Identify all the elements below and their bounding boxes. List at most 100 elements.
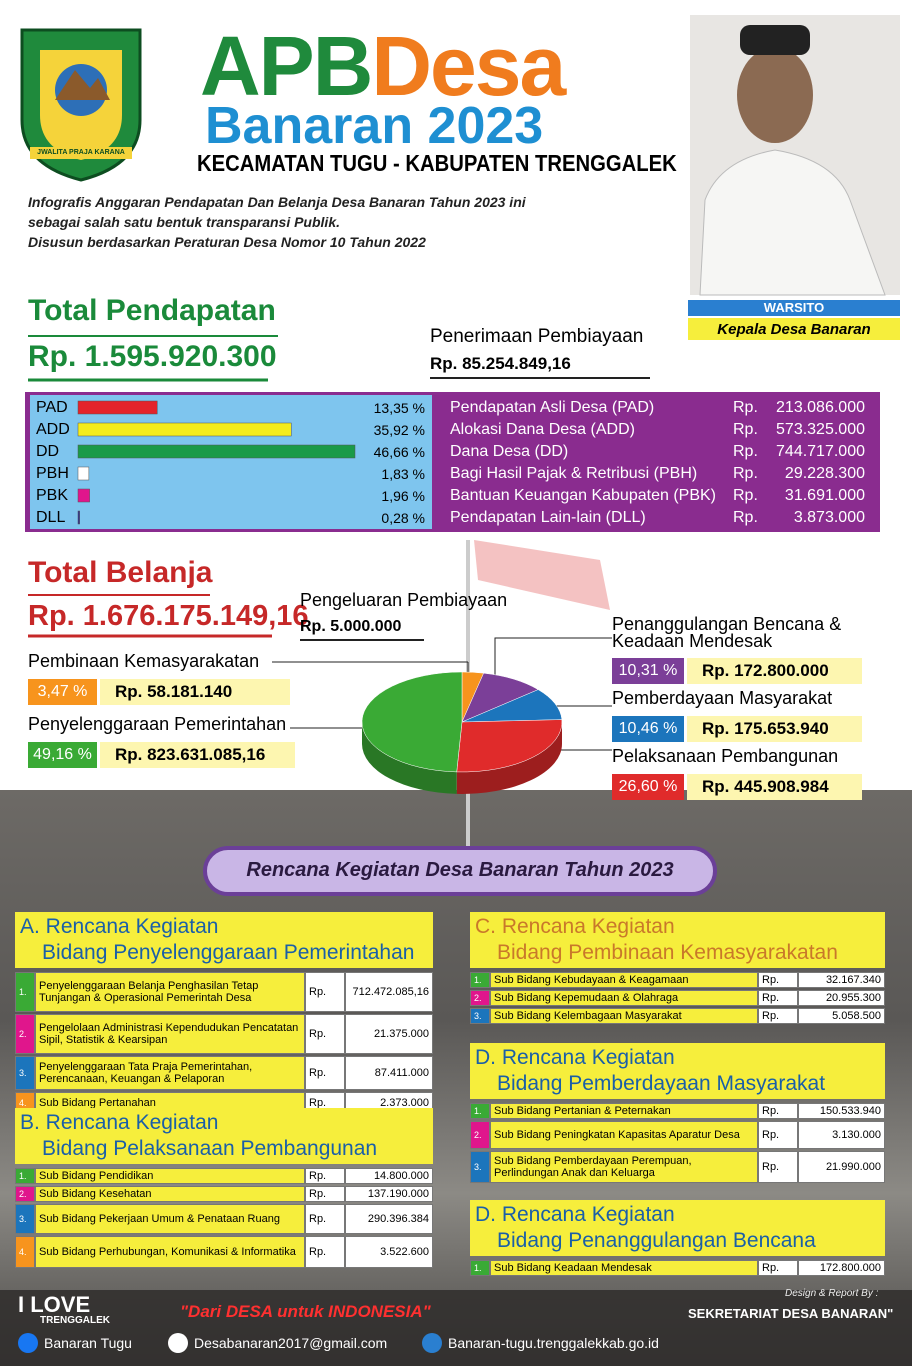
income-title: Total Pendapatan <box>28 294 276 327</box>
row-amount: 712.472.085,16 <box>345 972 433 1012</box>
row-currency: Rp. <box>758 972 798 988</box>
income-name: Dana Desa (DD) <box>450 443 569 460</box>
expenditure-amount: Rp. 172.800.000 <box>687 658 862 684</box>
income-bar <box>77 466 90 481</box>
section-subtitle: Bidang Penyelenggaraan Pemerintahan <box>42 941 415 964</box>
income-percent: 35,92 % <box>373 422 425 438</box>
income-percent: 46,66 % <box>373 444 425 460</box>
row-number: 3. <box>470 1151 490 1183</box>
income-total: Rp. 1.595.920.300 <box>28 340 277 373</box>
row-currency: Rp. <box>305 1056 345 1090</box>
row-number: 2. <box>15 1186 35 1202</box>
row-label: Sub Bidang Pertanian & Peternakan <box>490 1103 758 1119</box>
row-currency: Rp. <box>758 1008 798 1024</box>
expenditure-financing: Rp. 5.000.000 <box>300 618 402 635</box>
love-logo-sub: TRENGGALEK <box>40 1315 110 1326</box>
section-title: A. Rencana Kegiatan <box>20 915 219 938</box>
plan-title: Rencana Kegiatan Desa Banaran Tahun 2023 <box>246 859 674 881</box>
expenditure-name: Pembinaan Kemasyarakatan <box>28 651 260 671</box>
income-name: Bantuan Keuangan Kabupaten (PBK) <box>450 487 716 504</box>
row-label: Sub Bidang Pendidikan <box>35 1168 305 1184</box>
expenditure-name: Penyelenggaraan Pemerintahan <box>28 714 287 734</box>
subtitle: Banaran 2023 <box>205 97 544 155</box>
income-bar <box>77 400 158 415</box>
row-number: 2. <box>470 1121 490 1149</box>
row-number: 3. <box>470 1008 490 1024</box>
income-percent: 1,83 % <box>381 466 425 482</box>
section-subtitle: Bidang Penanggulangan Bencana <box>497 1229 816 1252</box>
head-role: Kepala Desa Banaran <box>717 321 871 338</box>
row-amount: 32.167.340 <box>798 972 885 988</box>
income-amount: 744.717.000 <box>776 443 865 460</box>
income-bar <box>77 510 80 525</box>
row-number: 2. <box>15 1014 35 1054</box>
row-label: Penyelenggaraan Belanja Penghasilan Teta… <box>35 972 305 1012</box>
expenditure-amount: Rp. 445.908.984 <box>687 774 862 800</box>
income-code: ADD <box>36 421 70 438</box>
website[interactable]: Banaran-tugu.trenggalekkab.go.id <box>448 1335 659 1351</box>
pie-slice-side <box>362 722 457 794</box>
expenditure-title: Total Belanja <box>28 556 213 589</box>
income-bar <box>77 488 90 503</box>
row-amount: 3.522.600 <box>345 1236 433 1268</box>
section-header <box>15 912 433 968</box>
income-code: PBH <box>36 465 69 482</box>
row-amount: 21.990.000 <box>798 1151 885 1183</box>
title: APBDesa <box>200 18 566 115</box>
credit-by: SEKRETARIAT DESA BANARAN" <box>688 1306 894 1321</box>
row-currency: Rp. <box>305 1014 345 1054</box>
row-number: 3. <box>15 1056 35 1090</box>
row-amount: 21.375.000 <box>345 1014 433 1054</box>
row-number: 1. <box>470 1103 490 1119</box>
income-amount: 573.325.000 <box>776 421 865 438</box>
section-title: D. Rencana Kegiatan <box>475 1203 675 1226</box>
expenditure-amount: Rp. 175.653.940 <box>687 716 862 742</box>
income-percent: 1,96 % <box>381 488 425 504</box>
income-code: DLL <box>36 509 66 526</box>
section-title: D. Rencana Kegiatan <box>475 1046 675 1069</box>
row-number: 3. <box>15 1204 35 1234</box>
expenditure-financing-title: Pengeluaran Pembiayaan <box>300 590 508 610</box>
row-amount: 290.396.384 <box>345 1204 433 1234</box>
row-amount: 137.190.000 <box>345 1186 433 1202</box>
pie-slice-side <box>456 722 562 794</box>
row-amount: 87.411.000 <box>345 1056 433 1090</box>
row-label: Sub Bidang Perhubungan, Komunikasi & Inf… <box>35 1236 305 1268</box>
income-percent: 13,35 % <box>373 400 425 416</box>
expenditure-name: Pemberdayaan Masyarakat <box>612 688 833 708</box>
section-header <box>470 1200 885 1256</box>
expenditure-amount: Rp. 823.631.085,16 <box>100 742 295 768</box>
income-amount: 213.086.000 <box>776 399 865 416</box>
expenditure-percent: 26,60 % <box>612 774 684 800</box>
income-currency: Rp. <box>733 487 758 504</box>
income-percent: 0,28 % <box>381 510 425 526</box>
section-header <box>470 1043 885 1099</box>
section-subtitle: Bidang Pelaksanaan Pembangunan <box>42 1137 378 1160</box>
section-header <box>15 1108 433 1164</box>
expenditure-name: Penanggulangan Bencana & Keadaan Mendesa… <box>612 614 842 651</box>
title-b: Desa <box>371 19 566 113</box>
expenditure-percent: 10,31 % <box>612 658 684 684</box>
row-number: 4. <box>15 1236 35 1268</box>
section-title: B. Rencana Kegiatan <box>20 1111 219 1134</box>
income-currency: Rp. <box>733 509 758 526</box>
email[interactable]: Desabanaran2017@gmail.com <box>194 1335 388 1351</box>
income-bar <box>77 444 356 459</box>
intro-line: Infografis Anggaran Pendapatan Dan Belan… <box>28 194 526 210</box>
expenditure-percent: 10,46 % <box>612 716 684 742</box>
row-currency: Rp. <box>758 1151 798 1183</box>
expenditure-name: Pelaksanaan Pembangunan <box>612 746 839 766</box>
row-label: Pengelolaan Administrasi Kependudukan Pe… <box>35 1014 305 1054</box>
row-label: Sub Bidang Peningkatan Kapasitas Aparatu… <box>490 1121 758 1149</box>
row-label: Sub Bidang Kepemudaan & Olahraga <box>490 990 758 1006</box>
row-label: Sub Bidang Pemberdayaan Perempuan, Perli… <box>490 1151 758 1183</box>
expenditure-percent: 49,16 % <box>28 742 97 768</box>
facebook[interactable]: Banaran Tugu <box>44 1335 132 1351</box>
income-currency: Rp. <box>733 421 758 438</box>
row-number: 2. <box>470 990 490 1006</box>
row-label: Sub Bidang Pekerjaan Umum & Penataan Rua… <box>35 1204 305 1234</box>
income-code: PAD <box>36 399 68 416</box>
income-financing-title: Penerimaan Pembiayaan <box>430 326 644 347</box>
